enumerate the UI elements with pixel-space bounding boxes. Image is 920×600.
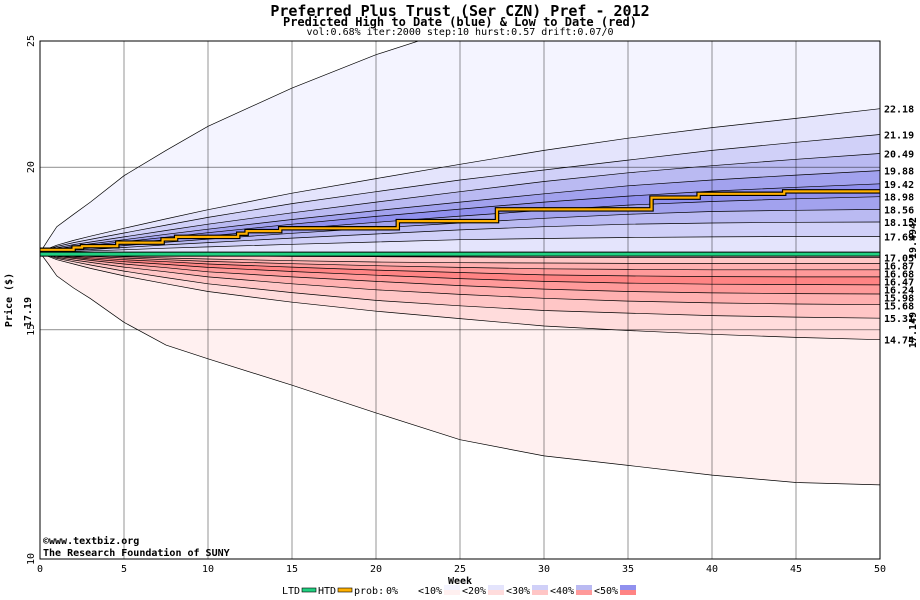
x-tick-50: 50 [874, 564, 886, 575]
credit-org: The Research Foundation of SUNY [43, 547, 230, 559]
upper-band-5 [40, 183, 880, 253]
right-label-14: 15.98 [884, 293, 914, 304]
htd-line [40, 190, 880, 251]
legend-ltd-label: LTD [282, 586, 300, 597]
y-tick-20: 20 [26, 161, 37, 173]
chart-subtitle: Predicted High to Date (blue) & Low to D… [282, 15, 637, 29]
right-label-16: 15.31 [884, 314, 914, 325]
x-tick-20: 20 [370, 564, 382, 575]
legend-prob-label: prob: [354, 586, 384, 597]
upper-band-4 [40, 170, 880, 253]
right-label-8: 17.69 [884, 233, 914, 244]
y-tick-10: 10 [26, 553, 37, 565]
lower-quantile-line-3 [40, 252, 880, 306]
upper-band-1 [40, 108, 880, 253]
upper-quantile-line-1 [40, 108, 880, 254]
right-label-5: 18.98 [884, 193, 914, 204]
legend-item-swatch-upper-4 [576, 585, 592, 590]
upper-outer-line [40, 41, 420, 253]
right-label-0: 22.18 [884, 105, 914, 116]
x-tick-30: 30 [538, 564, 550, 575]
upper-quantile-line-3 [40, 153, 880, 254]
upper-quantile-line-2 [40, 134, 880, 254]
x-tick-40: 40 [706, 564, 718, 575]
legend-item-label-1: <10% [418, 586, 442, 597]
legend-item-swatch-lower-0 [400, 590, 416, 595]
right-label-2: 20.49 [884, 149, 914, 160]
lower-outer-line [40, 252, 880, 486]
x-tick-0: 0 [37, 564, 43, 575]
legend-item-swatch-lower-4 [576, 590, 592, 595]
axis-ticks: 0 5 10 15 20 25 30 35 40 45 50 10 15 20 25 [26, 35, 886, 575]
upper-band-2 [40, 134, 880, 253]
grid-lines [40, 41, 880, 559]
right-label-6: 18.56 [884, 205, 914, 216]
y-tick-15: 15 [26, 324, 37, 336]
right-label-11: 16.68 [884, 269, 914, 280]
right-label-9: 17.05 [884, 253, 914, 264]
lower-quantile-line-2 [40, 252, 880, 319]
x-tick-35: 35 [622, 564, 634, 575]
legend-item-swatch-lower-3 [532, 590, 548, 595]
y-axis-label: Price ($) [3, 273, 15, 327]
lower-band-1 [40, 252, 880, 340]
chart-params: vol:0.68% iter:2000 step:10 hurst:0.57 d… [306, 27, 614, 38]
x-tick-10: 10 [202, 564, 214, 575]
right-label-15: 15.68 [884, 301, 914, 312]
legend-item-label-2: <20% [462, 586, 486, 597]
legend-item-swatch-upper-5 [620, 585, 636, 590]
legend-htd-swatch [337, 587, 353, 593]
x-tick-25: 25 [454, 564, 466, 575]
ltd-value-label: 17.149 [908, 312, 919, 348]
upper-band-3 [40, 153, 880, 253]
legend: LTD HTD prob: 0% <10% <20% <30% <40% <50% [282, 585, 636, 597]
legend-item-swatch-lower-5 [620, 590, 636, 595]
legend-item-label-3: <30% [506, 586, 530, 597]
series-lines [40, 189, 880, 257]
legend-item-swatch-upper-1 [444, 585, 460, 590]
x-axis-label: Week [448, 576, 472, 587]
legend-item-label-4: <40% [550, 586, 574, 597]
legend-item-swatch-upper-0 [400, 585, 416, 590]
legend-ltd-swatch [301, 587, 317, 593]
lower-band-6 [40, 252, 880, 277]
upper-quantile-line-4 [40, 170, 880, 254]
x-tick-15: 15 [286, 564, 298, 575]
plot-frame [39, 40, 881, 560]
right-label-7: 18.15 [884, 218, 914, 229]
lower-band-5 [40, 252, 880, 285]
right-label-4: 19.42 [884, 180, 914, 191]
lower-quantile-line-4 [40, 252, 880, 295]
x-tick-5: 5 [121, 564, 127, 575]
htd-value-label: 19.4942 [908, 217, 919, 259]
y-tick-25: 25 [26, 35, 37, 47]
legend-item-swatch-lower-1 [444, 590, 460, 595]
upper-band-7 [40, 209, 880, 253]
credit-url: ©www.textbiz.org [43, 535, 139, 547]
legend-item-swatch-lower-2 [488, 590, 504, 595]
legend-item-label-5: <50% [594, 586, 618, 597]
lower-quantile-line-1 [40, 252, 880, 341]
right-label-13: 16.24 [884, 285, 914, 296]
legend-item-label-0: 0% [386, 586, 398, 597]
chart-title: Preferred Plus Trust (Ser CZN) Pref - 20… [270, 2, 650, 20]
lower-band-7 [40, 252, 880, 270]
start-price-label: 17.19 [23, 297, 34, 327]
legend-htd-label: HTD [318, 586, 336, 597]
right-label-1: 21.19 [884, 130, 914, 141]
right-label-17: 14.74 [884, 336, 914, 347]
right-label-3: 19.88 [884, 167, 914, 178]
x-tick-45: 45 [790, 564, 802, 575]
right-label-10: 16.87 [884, 261, 914, 272]
right-label-12: 16.47 [884, 277, 914, 288]
legend-item-swatch-upper-2 [488, 585, 504, 590]
legend-item-swatch-upper-3 [532, 585, 548, 590]
upper-band-6 [40, 196, 880, 253]
